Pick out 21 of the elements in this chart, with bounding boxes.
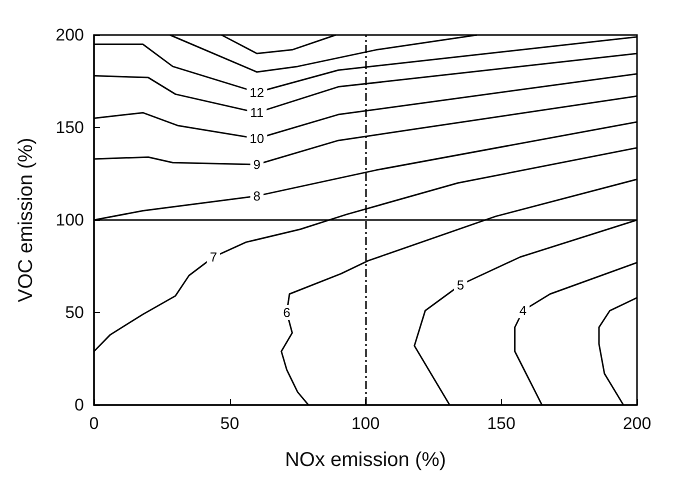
series-label: 5 <box>456 277 464 292</box>
series-label: 11 <box>250 105 264 120</box>
x-axis-title: NOx emission (%) <box>284 449 446 471</box>
y-tick-label: 50 <box>65 303 84 322</box>
series-label: 4 <box>519 303 527 318</box>
y-tick-label: 200 <box>56 26 84 44</box>
x-tick-label: 200 <box>622 414 652 433</box>
series-label: 10 <box>250 131 264 146</box>
series-label: 6 <box>283 305 290 320</box>
x-tick-label: 50 <box>220 414 240 433</box>
series-label: 12 <box>250 84 264 100</box>
y-axis-title: VOC emission (%) <box>15 138 37 302</box>
series-label: 7 <box>210 250 218 264</box>
x-tick-label: 100 <box>351 414 380 433</box>
y-tick-label: 150 <box>56 118 84 137</box>
y-tick-label: 100 <box>56 210 84 230</box>
series-label: 9 <box>253 157 261 172</box>
y-tick-label: 0 <box>74 396 84 414</box>
x-tick-label: 150 <box>487 414 516 433</box>
x-tick-label: 0 <box>89 414 99 433</box>
series-label: 8 <box>253 188 261 204</box>
